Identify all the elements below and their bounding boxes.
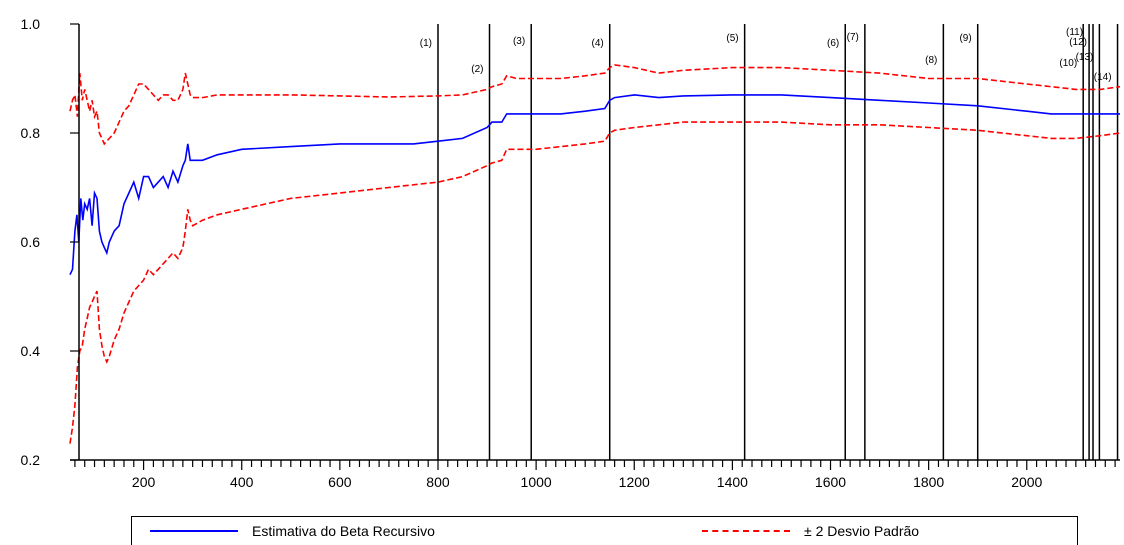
event-label: (1) xyxy=(420,38,432,49)
event-label: (11) xyxy=(1066,27,1083,38)
event-label: (6) xyxy=(827,38,839,49)
y-tick-label: 1.0 xyxy=(21,16,41,32)
event-label: (12) xyxy=(1069,37,1087,48)
legend-item-std: ± 2 Desvio Padrão xyxy=(702,521,919,541)
legend: Estimativa do Beta Recursivo ± 2 Desvio … xyxy=(131,516,1078,545)
event-label: (7) xyxy=(847,32,859,43)
event-label: (9) xyxy=(959,33,971,44)
x-tick-label: 1000 xyxy=(521,474,552,490)
event-label: (5) xyxy=(726,33,738,44)
x-tick-label: 2000 xyxy=(1011,474,1042,490)
event-label: (2) xyxy=(471,64,483,75)
legend-swatch-red xyxy=(702,530,790,532)
labels: 0.2 0.4 0.6 0.8 1.0 200 400 600 800 1000 1200 1400 1… xyxy=(21,16,1112,490)
x-tick-label: 200 xyxy=(132,474,156,490)
event-label: (3) xyxy=(513,36,525,47)
axes xyxy=(70,23,1120,470)
legend-swatch-blue xyxy=(150,530,238,532)
event-label: (8) xyxy=(925,55,937,66)
event-label: (14) xyxy=(1094,72,1112,83)
legend-label-std: ± 2 Desvio Padrão xyxy=(804,523,920,539)
x-tick-label: 800 xyxy=(426,474,450,490)
series-layer xyxy=(69,64,1121,444)
series-beta-line xyxy=(69,94,1120,276)
y-tick-label: 0.6 xyxy=(21,234,41,250)
y-tick-label: 0.2 xyxy=(21,452,41,468)
event-label: (13) xyxy=(1076,52,1094,63)
legend-item-beta: Estimativa do Beta Recursivo xyxy=(150,521,435,541)
y-tick-label: 0.4 xyxy=(21,343,41,359)
x-tick-label: 600 xyxy=(328,474,352,490)
x-tick-label: 1600 xyxy=(815,474,846,490)
event-label: (10) xyxy=(1059,58,1077,69)
x-tick-label: 1200 xyxy=(619,474,650,490)
x-tick-label: 400 xyxy=(230,474,254,490)
series-upper-band-line xyxy=(69,64,1121,146)
series-lower-band-line xyxy=(69,121,1121,444)
event-label: (4) xyxy=(591,38,603,49)
event-lines xyxy=(437,24,1119,460)
x-tick-label: 1400 xyxy=(717,474,748,490)
legend-label-beta: Estimativa do Beta Recursivo xyxy=(252,523,435,539)
x-tick-label: 1800 xyxy=(913,474,944,490)
y-tick-label: 0.8 xyxy=(21,125,41,141)
